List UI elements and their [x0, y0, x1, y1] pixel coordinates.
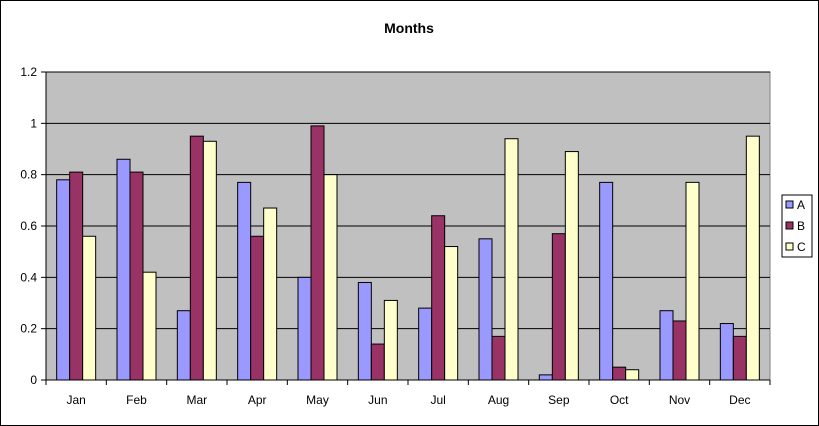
bar-B-May	[310, 125, 325, 381]
bar-A-Feb	[116, 158, 131, 381]
bar-B-Dec	[732, 335, 747, 381]
bar-C-Sep	[564, 151, 579, 381]
x-tick-label: Jul	[430, 393, 445, 407]
legend-swatch-C	[785, 242, 794, 251]
x-tick-label: Aug	[488, 393, 509, 407]
bar-B-Jul	[431, 215, 446, 381]
bar-A-Oct	[599, 181, 614, 381]
chart-title: Months	[384, 20, 434, 36]
legend: ABC	[781, 194, 813, 258]
x-tick-label: Dec	[729, 393, 750, 407]
x-tick-label: Nov	[669, 393, 690, 407]
plot-area	[45, 71, 771, 381]
x-tick-label: Mar	[186, 393, 207, 407]
bar-A-Jun	[357, 281, 372, 381]
x-axis: Jan Feb Mar Apr May Jun Jul Aug Sep Oct Nov Dec	[45, 379, 771, 407]
y-tick-label: 0.4	[20, 270, 37, 284]
y-tick-label: 0.8	[20, 168, 37, 182]
bar-A-Sep	[538, 374, 553, 381]
y-tick-label: 0.2	[20, 322, 37, 336]
bar-C-Nov	[685, 181, 700, 381]
bar-B-Jan	[69, 171, 84, 381]
y-tick-label: 0	[30, 373, 37, 387]
bar-C-Dec	[745, 135, 760, 381]
y-tick-label: 0.6	[20, 219, 37, 233]
x-tick-label: Apr	[248, 393, 267, 407]
bar-C-Feb	[142, 271, 157, 381]
y-tick-label: 1	[30, 116, 37, 130]
y-tick-label: 1.2	[20, 65, 37, 79]
legend-label-B: B	[797, 219, 805, 233]
bar-C-Jun	[383, 299, 398, 381]
bar-C-Mar	[202, 140, 217, 381]
y-axis: 0 0.2 0.4 0.6 0.8 1 1.2	[20, 65, 47, 387]
x-tick-label: Jun	[368, 393, 387, 407]
x-tick-label: Feb	[126, 393, 147, 407]
legend-label-A: A	[797, 198, 805, 212]
bar-A-Dec	[719, 323, 734, 381]
bar-C-Apr	[263, 207, 278, 381]
x-tick-label: Oct	[610, 393, 629, 407]
legend-label-C: C	[797, 240, 806, 254]
bar-C-May	[323, 174, 338, 381]
bar-C-Jul	[444, 246, 459, 381]
bar-B-Sep	[551, 233, 566, 381]
bar-B-Jun	[370, 343, 385, 381]
x-tick-label: Sep	[548, 393, 570, 407]
bar-B-Nov	[672, 320, 687, 381]
bar-B-Mar	[189, 135, 204, 381]
bar-A-Jul	[418, 307, 433, 381]
bar-A-Apr	[237, 181, 252, 381]
bar-A-Nov	[659, 310, 674, 381]
bar-A-Mar	[176, 310, 191, 381]
bar-A-Aug	[478, 238, 493, 381]
bar-C-Aug	[504, 138, 519, 381]
bar-B-Oct	[612, 366, 627, 381]
x-tick-label: May	[306, 393, 329, 407]
legend-swatch-A	[785, 200, 794, 209]
legend-swatch-B	[785, 221, 794, 230]
bar-A-May	[297, 276, 312, 381]
bar-C-Oct	[625, 369, 640, 381]
bar-B-Apr	[250, 235, 265, 381]
bar-B-Aug	[491, 335, 506, 381]
x-tick-label: Jan	[66, 393, 85, 407]
bar-A-Jan	[56, 179, 71, 381]
bar-C-Jan	[82, 235, 97, 381]
bar-B-Feb	[129, 171, 144, 381]
